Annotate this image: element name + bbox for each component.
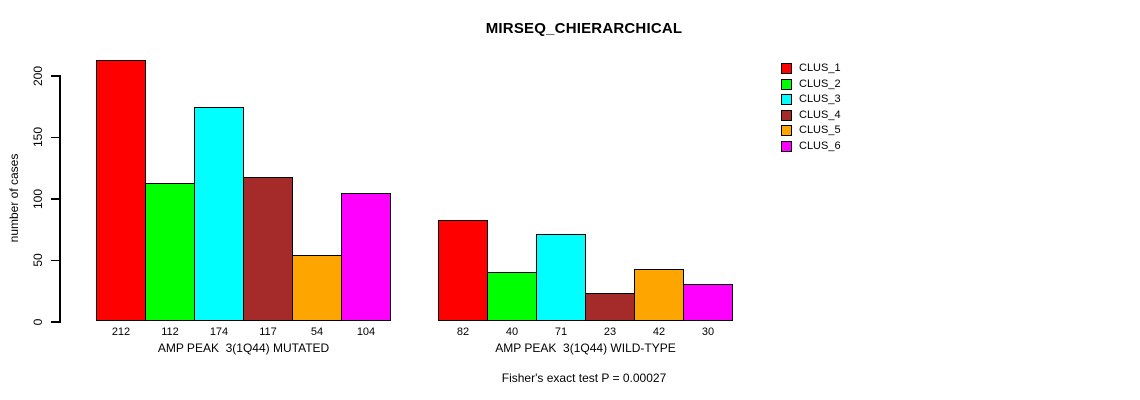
legend-swatch-icon	[781, 125, 792, 137]
bar-value-label: 30	[701, 326, 715, 338]
legend-label: CLUS_4	[799, 108, 841, 121]
y-axis-tick	[51, 136, 59, 138]
bar-value-label: 23	[603, 326, 617, 338]
bar-value-label: 40	[505, 326, 519, 338]
bar-value-label: 112	[161, 326, 179, 338]
bar-clus_1-group2	[438, 220, 488, 321]
bar-clus_1-group1	[96, 60, 146, 321]
legend-item-clus_3: CLUS_3	[781, 92, 841, 108]
y-axis-tick	[51, 198, 59, 200]
y-axis-label: number of cases	[7, 153, 21, 243]
bar-clus_5-group1	[292, 254, 342, 321]
y-axis-tick	[51, 321, 59, 323]
bar-clus_6-group1	[341, 193, 391, 321]
legend-label: CLUS_5	[799, 124, 841, 137]
legend-label: CLUS_1	[799, 62, 841, 75]
y-axis-line	[59, 75, 61, 323]
bar-value-label: 117	[259, 326, 277, 338]
x-axis-group-label: AMP PEAK 3(1Q44) MUTATED	[157, 341, 330, 355]
legend-label: CLUS_6	[799, 139, 841, 152]
bar-clus_3-group2	[536, 233, 586, 321]
bar-value-label: 54	[310, 326, 324, 338]
legend: CLUS_1 CLUS_2 CLUS_3 CLUS_4 CLUS_5 CLUS_6	[781, 61, 841, 154]
legend-swatch-icon	[781, 78, 792, 90]
legend-item-clus_5: CLUS_5	[781, 123, 841, 139]
bar-clus_6-group2	[683, 284, 733, 321]
annotation-fisher-test: Fisher's exact test P = 0.00027	[501, 371, 667, 385]
legend-item-clus_4: CLUS_4	[781, 108, 841, 124]
bar-value-label: 212	[111, 326, 131, 338]
y-axis-tick-label: 150	[31, 127, 45, 148]
legend-swatch-icon	[781, 109, 792, 121]
x-axis-group-label: AMP PEAK 3(1Q44) WILD-TYPE	[495, 341, 676, 355]
legend-label: CLUS_2	[799, 77, 841, 90]
legend-swatch-icon	[781, 140, 792, 152]
bar-value-label: 71	[554, 326, 568, 338]
bar-value-label: 82	[456, 326, 470, 338]
legend-label: CLUS_3	[799, 93, 841, 106]
legend-swatch-icon	[781, 94, 792, 106]
y-axis-tick-label: 100	[31, 188, 45, 209]
y-axis-tick-label: 50	[31, 253, 45, 267]
bar-value-label: 42	[652, 326, 666, 338]
chart-title: MIRSEQ_CHIERARCHICAL	[485, 20, 683, 37]
bar-value-label: 174	[209, 326, 229, 338]
y-axis-tick	[51, 75, 59, 77]
bar-clus_4-group1	[243, 177, 293, 321]
legend-item-clus_1: CLUS_1	[781, 61, 841, 77]
legend-swatch-icon	[781, 63, 792, 75]
bar-value-label: 104	[356, 326, 376, 338]
bar-clus_5-group2	[634, 269, 684, 321]
y-axis-tick	[51, 259, 59, 261]
bar-clus_3-group1	[194, 106, 244, 321]
bar-clus_2-group2	[487, 271, 537, 321]
y-axis-tick-label: 200	[31, 65, 45, 86]
bar-clus_2-group1	[145, 183, 195, 321]
bar-clus_4-group2	[585, 292, 635, 321]
legend-item-clus_2: CLUS_2	[781, 77, 841, 93]
y-axis-tick-label: 0	[31, 318, 45, 326]
legend-item-clus_6: CLUS_6	[781, 139, 841, 155]
